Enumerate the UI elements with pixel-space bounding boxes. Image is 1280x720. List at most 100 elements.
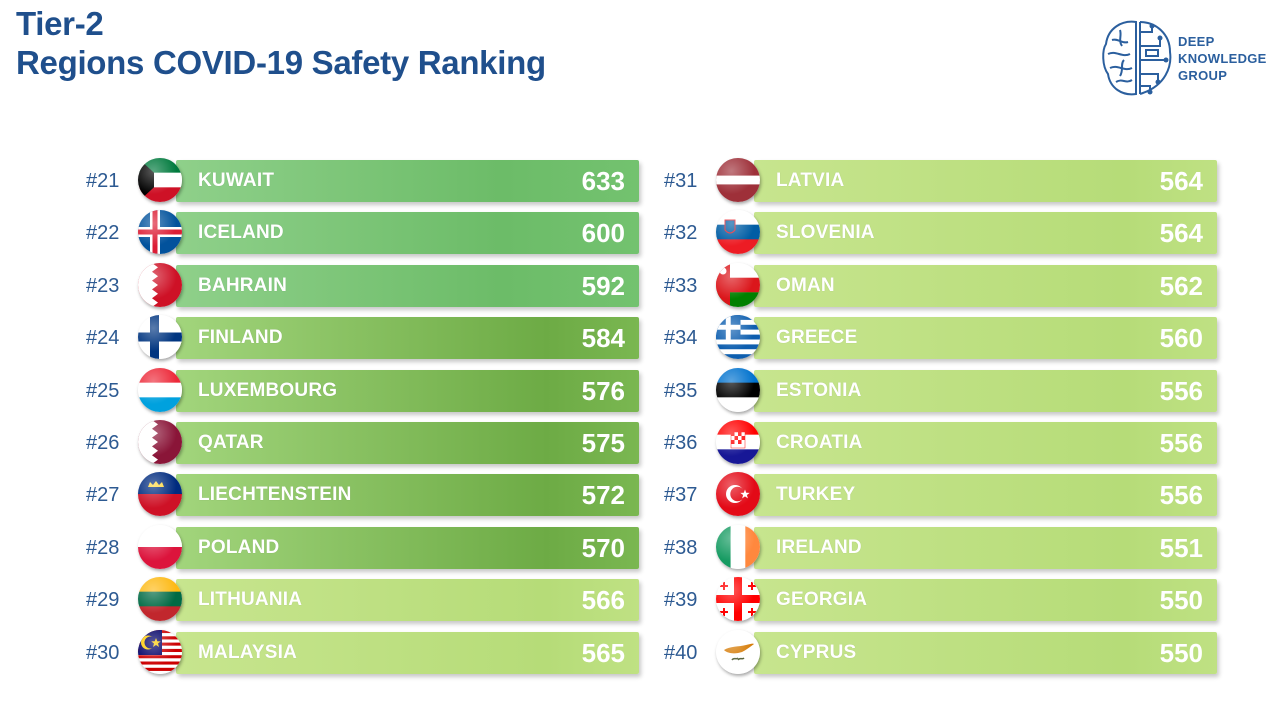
greece-flag-icon	[716, 315, 760, 360]
ranking-row: #23 BAHRAIN 592	[86, 262, 639, 315]
rank-label: #30	[86, 641, 120, 664]
ranking-row: #26 QATAR 575	[86, 420, 639, 472]
kuwait-flag-icon	[138, 158, 182, 202]
score-bar	[176, 579, 639, 622]
score-bar	[176, 474, 639, 517]
brain-icon	[1102, 20, 1172, 96]
title-line-1: Tier-2	[16, 5, 104, 42]
country-label: ICELAND	[198, 222, 284, 244]
logo-line-1: DEEP	[1178, 34, 1215, 49]
croatia-flag-icon	[716, 420, 760, 464]
score-bar	[176, 317, 639, 360]
ranking-row: #31 LATVIA 564	[664, 158, 1217, 210]
rank-label: #36	[664, 432, 698, 454]
turkey-flag-icon	[716, 472, 760, 517]
rank-label: #32	[664, 222, 698, 245]
rank-label: #27	[86, 484, 120, 507]
score-value: 633	[581, 166, 625, 196]
country-label: LATVIA	[776, 170, 845, 191]
country-label: QATAR	[198, 432, 264, 453]
rank-label: #29	[86, 589, 120, 612]
score-value: 576	[581, 375, 625, 406]
qatar-flag-icon	[138, 420, 182, 464]
slovenia-flag-icon	[716, 210, 760, 255]
latvia-flag-icon	[716, 158, 760, 202]
iceland-flag-icon	[138, 210, 182, 255]
ranking-row: #36 CROATIA 556	[664, 420, 1217, 472]
rank-label: #26	[86, 432, 120, 454]
rank-label: #34	[664, 327, 698, 350]
country-label: ESTONIA	[776, 379, 862, 401]
rank-label: #24	[86, 327, 120, 350]
score-bar	[754, 579, 1217, 622]
rank-label: #39	[664, 589, 698, 612]
score-value: 560	[1159, 323, 1203, 354]
luxembourg-flag-icon	[138, 367, 182, 412]
ranking-row: #34 GREECE 560	[664, 315, 1217, 367]
bahrain-flag-icon	[138, 262, 182, 307]
score-value: 600	[581, 218, 625, 249]
score-bar	[754, 474, 1217, 517]
estonia-flag-icon	[716, 367, 760, 412]
score-bar	[754, 317, 1217, 360]
ranking-row: #39 GEORGIA 550	[664, 577, 1217, 629]
score-bar	[176, 631, 639, 674]
score-value: 564	[1159, 166, 1203, 196]
country-label: CROATIA	[776, 432, 863, 453]
score-value: 562	[1159, 270, 1203, 301]
score-value: 564	[1159, 218, 1203, 249]
logo-text: DEEP KNOWLEDGE GROUP	[1178, 33, 1267, 84]
score-bar	[176, 212, 639, 255]
company-logo: DEEP KNOWLEDGE GROUP	[1100, 16, 1278, 100]
cyprus-flag-icon	[716, 629, 760, 674]
poland-flag-icon	[138, 524, 182, 569]
country-label: POLAND	[198, 536, 280, 558]
rank-label: #40	[664, 641, 698, 664]
rank-label: #23	[86, 274, 120, 297]
ranking-row: #38 IRELAND 551	[664, 524, 1217, 577]
ireland-flag-icon	[716, 524, 760, 569]
ranking-row: #22 ICELAND 600	[86, 210, 639, 262]
country-label: FINLAND	[198, 327, 283, 349]
score-bar	[176, 369, 639, 412]
score-value: 566	[581, 585, 625, 616]
country-label: SLOVENIA	[776, 222, 875, 244]
country-label: GREECE	[776, 327, 858, 349]
score-value: 592	[581, 270, 625, 301]
ranking-row: #33 OMAN 562	[664, 262, 1217, 315]
page-title: Tier-2 Regions COVID-19 Safety Ranking	[16, 4, 546, 82]
logo-line-3: GROUP	[1178, 68, 1228, 83]
score-value: 556	[1159, 480, 1203, 511]
rank-label: #28	[86, 536, 120, 559]
score-value: 550	[1159, 637, 1203, 668]
malaysia-flag-icon	[138, 629, 182, 674]
score-value: 551	[1159, 532, 1203, 563]
title-line-2: Regions COVID-19 Safety Ranking	[16, 44, 546, 81]
country-label: LUXEMBOURG	[198, 379, 338, 401]
score-value: 556	[1159, 375, 1203, 406]
country-label: OMAN	[776, 274, 835, 296]
country-label: CYPRUS	[776, 641, 857, 663]
ranking-row: #28 POLAND 570	[86, 524, 639, 577]
rank-label: #21	[86, 170, 120, 192]
country-label: MALAYSIA	[198, 641, 298, 663]
country-label: LITHUANIA	[198, 589, 303, 611]
score-bar	[176, 264, 639, 307]
country-label: LIECHTENSTEIN	[198, 484, 352, 506]
score-bar	[754, 422, 1217, 464]
ranking-row: #37 TURKEY 556	[664, 472, 1217, 524]
country-label: IRELAND	[776, 536, 862, 558]
score-bar	[176, 422, 639, 464]
ranking-row: #40 CYPRUS 550	[664, 629, 1217, 682]
score-value: 575	[581, 428, 625, 458]
country-label: KUWAIT	[198, 170, 275, 191]
country-label: TURKEY	[776, 484, 856, 506]
score-value: 584	[581, 323, 625, 354]
rank-label: #31	[664, 170, 698, 192]
score-bar	[176, 160, 639, 202]
score-bar	[754, 631, 1217, 674]
rank-label: #37	[664, 484, 698, 507]
score-bar	[754, 264, 1217, 307]
score-bar	[754, 369, 1217, 412]
rank-label: #33	[664, 274, 698, 297]
